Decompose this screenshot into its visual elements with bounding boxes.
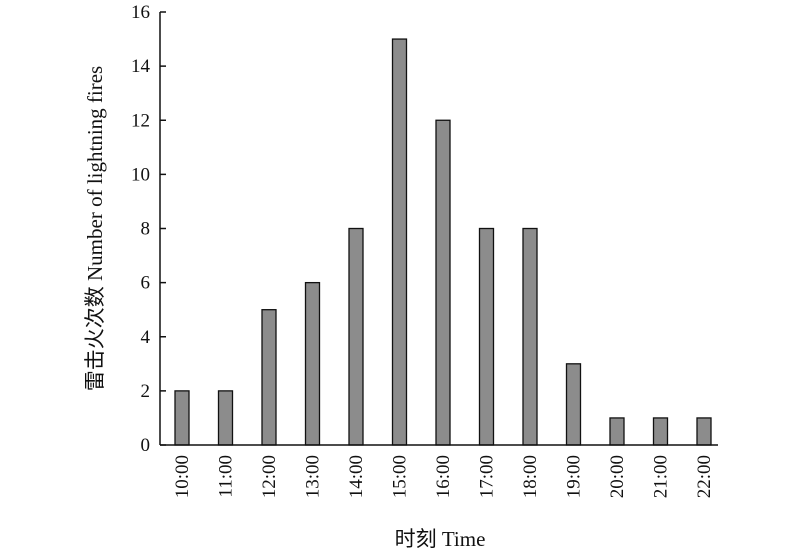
- x-tick-label: 16:00: [433, 455, 454, 498]
- y-tick-label: 14: [131, 56, 151, 77]
- x-tick-label: 10:00: [172, 455, 193, 498]
- bar-1900: [565, 363, 582, 446]
- bar-1100: [217, 390, 234, 446]
- bar-2000: [609, 417, 625, 446]
- bars-group: [174, 38, 712, 446]
- y-tick-label: 2: [141, 381, 151, 402]
- x-tick-label: 13:00: [303, 455, 324, 498]
- x-tick-label: 18:00: [520, 455, 541, 498]
- bar-2200: [696, 417, 712, 446]
- x-tick-label: 20:00: [607, 455, 628, 498]
- bar-1000: [174, 390, 190, 446]
- y-tick-label: 0: [141, 435, 151, 456]
- y-tick-label: 6: [141, 273, 151, 294]
- y-tick-label: 4: [141, 327, 151, 348]
- x-tick-label: 14:00: [346, 455, 367, 498]
- bar-2100: [652, 417, 669, 446]
- x-tick-label: 17:00: [477, 455, 498, 498]
- x-tick-label: 21:00: [651, 455, 672, 498]
- y-tick-label: 8: [141, 219, 151, 240]
- x-tick-label: 11:00: [216, 455, 237, 498]
- bar-1600: [435, 119, 451, 446]
- bar-1700: [478, 227, 495, 446]
- bar-1500: [391, 38, 408, 446]
- x-tick-label: 12:00: [259, 455, 280, 498]
- x-tick-label: 19:00: [564, 455, 585, 498]
- y-tick-label: 10: [131, 164, 150, 185]
- y-tick-label: 16: [131, 2, 150, 23]
- bar-1800: [522, 227, 538, 446]
- bar-1200: [261, 309, 277, 446]
- x-axis-title: 时刻 Time: [395, 527, 486, 551]
- bar-1300: [304, 281, 321, 446]
- y-axis-ticks: 0 2 4 6 8 10 12 14 16: [131, 2, 166, 456]
- y-axis-title: 雷击火次数 Number of lightning fires: [83, 66, 107, 391]
- y-tick-label: 12: [131, 110, 150, 131]
- bar-1400: [348, 227, 364, 446]
- x-axis-ticks: 10:00 11:00 12:00 13:00 14:00 15:00 16:00 17:00…: [172, 455, 715, 498]
- x-tick-label: 22:00: [694, 455, 715, 498]
- x-tick-label: 15:00: [390, 455, 411, 498]
